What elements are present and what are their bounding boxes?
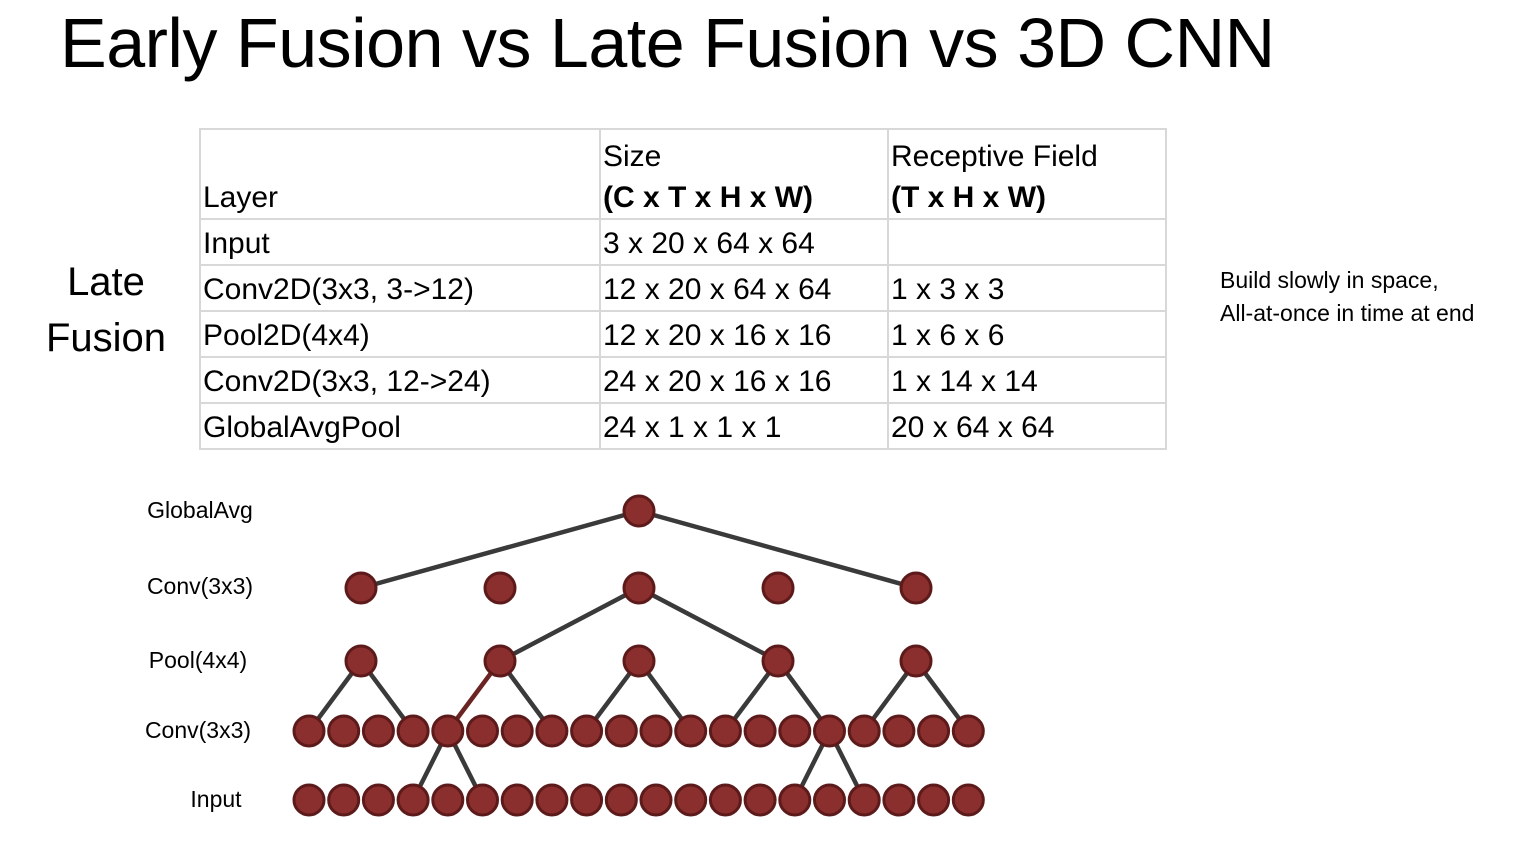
cell-layer: Conv2D(3x3, 12->24) bbox=[199, 356, 601, 404]
side-label-line-2: Fusion bbox=[45, 316, 167, 360]
node-conv-top bbox=[899, 571, 933, 605]
node-input bbox=[813, 783, 846, 817]
node-conv bbox=[882, 714, 916, 748]
note-line-1: Build slowly in space, bbox=[1220, 267, 1439, 293]
tree-edge bbox=[358, 508, 642, 591]
node-input bbox=[708, 783, 742, 817]
node-pool bbox=[344, 644, 378, 678]
node-conv bbox=[431, 714, 465, 748]
table-row: Pool2D(4x4) 12 x 20 x 16 x 16 1 x 6 x 6 bbox=[199, 310, 1167, 358]
cell-rf: 1 x 6 x 6 bbox=[887, 310, 1167, 358]
cell-size: 3 x 20 x 64 x 64 bbox=[599, 218, 889, 266]
cell-layer: GlobalAvgPool bbox=[199, 402, 601, 450]
node-conv bbox=[466, 714, 499, 748]
header-rf-title: Receptive Field bbox=[891, 140, 1098, 173]
header-rf-dims: (T x H x W) bbox=[891, 181, 1046, 214]
row-label-input: Input bbox=[190, 786, 242, 812]
node-input bbox=[743, 783, 777, 817]
diagram-nodes bbox=[292, 494, 985, 817]
cell-size: 12 x 20 x 16 x 16 bbox=[599, 310, 889, 358]
node-input bbox=[778, 783, 812, 817]
header-layer: Layer bbox=[199, 128, 601, 220]
node-conv-top bbox=[622, 571, 656, 605]
build-note: Build slowly in space, All-at-once in ti… bbox=[1220, 264, 1474, 330]
node-conv bbox=[396, 714, 430, 748]
row-label-pool: Pool(4x4) bbox=[149, 647, 247, 673]
node-input bbox=[292, 783, 326, 817]
node-input bbox=[917, 783, 951, 817]
row-label-conv-bottom: Conv(3x3) bbox=[145, 717, 251, 743]
cell-rf: 20 x 64 x 64 bbox=[887, 402, 1167, 450]
node-conv bbox=[951, 714, 985, 748]
node-input bbox=[951, 783, 985, 817]
node-conv bbox=[292, 714, 326, 748]
node-input bbox=[882, 783, 916, 817]
late-fusion-label: Late Fusion bbox=[36, 254, 176, 366]
node-conv bbox=[813, 714, 846, 748]
node-conv bbox=[639, 714, 673, 748]
node-pool bbox=[761, 644, 795, 678]
note-line-2: All-at-once in time at end bbox=[1220, 300, 1475, 326]
node-conv bbox=[570, 714, 604, 748]
tree-edge bbox=[636, 508, 919, 591]
cell-size: 12 x 20 x 64 x 64 bbox=[599, 264, 889, 312]
node-conv-top bbox=[483, 571, 517, 605]
header-size-dims: (C x T x H x W) bbox=[603, 181, 814, 214]
node-input bbox=[639, 783, 673, 817]
node-conv bbox=[847, 714, 881, 748]
cell-layer: Pool2D(4x4) bbox=[199, 310, 601, 358]
node-input bbox=[604, 783, 638, 817]
diagram-row-labels: GlobalAvg Conv(3x3) Pool(4x4) Conv(3x3) … bbox=[145, 497, 253, 812]
slide-title: Early Fusion vs Late Fusion vs 3D CNN bbox=[60, 4, 1275, 82]
node-conv bbox=[708, 714, 742, 748]
header-size-title: Size bbox=[603, 140, 662, 173]
node-input bbox=[500, 783, 534, 817]
node-input bbox=[396, 783, 430, 817]
cell-rf bbox=[887, 218, 1167, 266]
header-receptive-field: Receptive Field (T x H x W) bbox=[887, 128, 1167, 220]
table-row: Conv2D(3x3, 12->24) 24 x 20 x 16 x 16 1 … bbox=[199, 356, 1167, 404]
node-input bbox=[570, 783, 604, 817]
table-row: GlobalAvgPool 24 x 1 x 1 x 1 20 x 64 x 6… bbox=[199, 402, 1167, 450]
table-header-row: Layer Size (C x T x H x W) Receptive Fie… bbox=[199, 128, 1167, 220]
node-conv bbox=[361, 714, 395, 748]
table-row: Conv2D(3x3, 3->12) 12 x 20 x 64 x 64 1 x… bbox=[199, 264, 1167, 312]
node-pool bbox=[622, 644, 656, 678]
row-label-conv-top: Conv(3x3) bbox=[147, 573, 253, 599]
node-conv-top bbox=[761, 571, 795, 605]
node-conv-top bbox=[344, 571, 378, 605]
node-input bbox=[361, 783, 395, 817]
tree-edge bbox=[636, 585, 781, 664]
node-input bbox=[674, 783, 708, 817]
node-conv bbox=[604, 714, 638, 748]
row-label-globalavg: GlobalAvg bbox=[147, 497, 253, 523]
cell-rf: 1 x 14 x 14 bbox=[887, 356, 1167, 404]
layer-table: Layer Size (C x T x H x W) Receptive Fie… bbox=[199, 128, 1167, 450]
node-conv bbox=[674, 714, 708, 748]
node-pool bbox=[899, 644, 933, 678]
cell-size: 24 x 20 x 16 x 16 bbox=[599, 356, 889, 404]
tree-edge bbox=[497, 585, 642, 664]
node-conv bbox=[327, 714, 361, 748]
table-row: Input 3 x 20 x 64 x 64 bbox=[199, 218, 1167, 266]
cell-layer: Input bbox=[199, 218, 601, 266]
node-input bbox=[327, 783, 361, 817]
node-input bbox=[535, 783, 569, 817]
header-size: Size (C x T x H x W) bbox=[599, 128, 889, 220]
node-conv bbox=[917, 714, 951, 748]
node-input bbox=[466, 783, 499, 817]
cell-rf: 1 x 3 x 3 bbox=[887, 264, 1167, 312]
node-conv bbox=[535, 714, 569, 748]
node-pool bbox=[483, 644, 517, 678]
side-label-line-1: Late bbox=[67, 260, 145, 304]
node-input bbox=[431, 783, 465, 817]
node-conv bbox=[778, 714, 812, 748]
node-globalavg bbox=[622, 494, 656, 528]
cell-layer: Conv2D(3x3, 3->12) bbox=[199, 264, 601, 312]
node-conv bbox=[743, 714, 777, 748]
node-input bbox=[847, 783, 881, 817]
cell-size: 24 x 1 x 1 x 1 bbox=[599, 402, 889, 450]
node-conv bbox=[500, 714, 534, 748]
